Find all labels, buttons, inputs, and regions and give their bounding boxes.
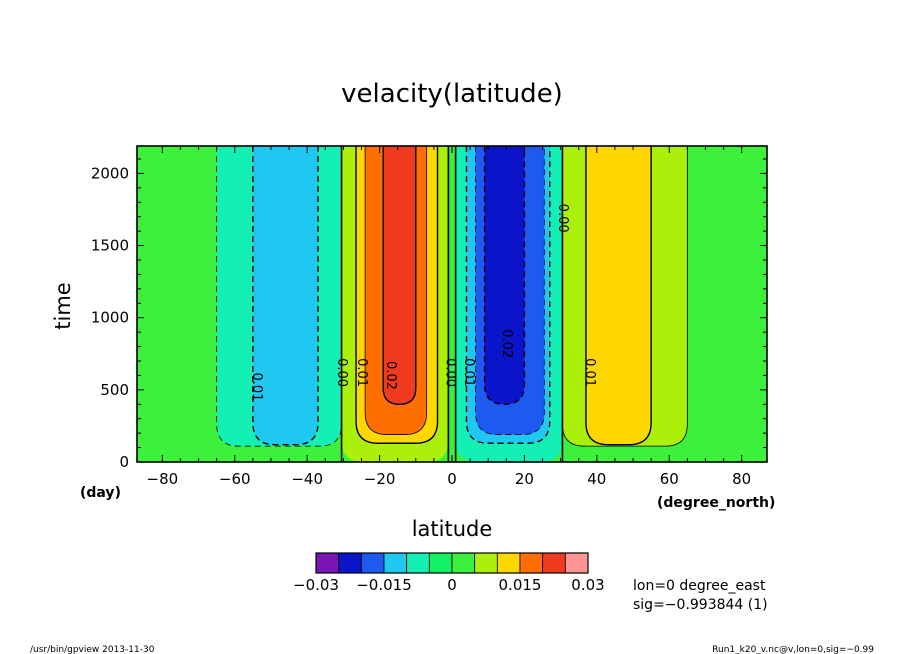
y-tick-label: 1000 (91, 309, 129, 327)
y-unit: (day) (80, 485, 121, 501)
y-tick-label: 0 (119, 453, 129, 471)
colorbar-tick-label: −0.015 (356, 576, 412, 594)
colorbar-swatch (338, 552, 362, 574)
colorbar-swatch (542, 552, 566, 574)
colorbar-swatch (564, 552, 589, 574)
x-tick-label: 80 (732, 470, 751, 488)
x-tick-label: 40 (587, 470, 606, 488)
contour-band (484, 146, 525, 405)
colorbar-swatch (428, 552, 453, 574)
colorbar-swatch (451, 552, 476, 574)
contour-line (355, 146, 439, 444)
y-axis: 0 500 1000 1500 2000 (91, 158, 767, 471)
contour-label: 0.00 (443, 358, 458, 387)
x-tick-label: −80 (147, 470, 179, 488)
x-axis-label: latitude (412, 517, 493, 541)
colorbar-swatch (496, 552, 521, 574)
x-tick-label: −40 (291, 470, 323, 488)
colorbar-tick-label: 0 (447, 576, 457, 594)
contour-band (252, 146, 319, 445)
contour-line (475, 146, 545, 435)
colorbar-tick-label: 0.03 (571, 576, 604, 594)
info-sig: sig=−0.993844 (1) (633, 597, 768, 613)
colorbar-frame (315, 552, 589, 574)
contour-band (383, 146, 416, 405)
x-tick-label: 60 (660, 470, 679, 488)
colorbar-swatch (474, 552, 498, 574)
colorbar-swatch (315, 552, 340, 574)
contour-label: 0.02 (383, 361, 398, 390)
contour-label: 0.01 (582, 358, 597, 387)
contour-label: 0.00 (334, 358, 349, 387)
contour-line (585, 146, 652, 446)
y-tick-label: 500 (100, 381, 129, 399)
contour-label: 0.01 (354, 358, 369, 387)
contour-line (465, 146, 551, 444)
y-axis-label: time (51, 282, 75, 329)
contour-line (216, 146, 342, 447)
colorbar-swatch (383, 552, 408, 574)
x-tick-label: −60 (219, 470, 251, 488)
contour-line (562, 146, 688, 447)
plot-area: 0.01 0.00 0.01 0.02 0.00 0.010.020.000.01 (136, 145, 768, 463)
contour-band (585, 146, 652, 445)
contour-label: 0.00 (555, 204, 570, 233)
contour-line (252, 146, 319, 446)
x-tick-label: 20 (515, 470, 534, 488)
x-axis: −80 −60 −40 −20 0 20 40 60 80 (147, 146, 751, 488)
colorbar-tick-label: −0.03 (293, 576, 339, 594)
chart-title: velacity(latitude) (341, 79, 563, 109)
colorbar-swatch (360, 552, 385, 574)
footer-right: Run1_k20_v.nc@v,lon=0,sig=−0.99 (712, 645, 874, 654)
colorbar-tick-label: 0.015 (499, 576, 542, 594)
colorbar: −0.03 −0.015 0 0.015 0.03 (293, 552, 605, 594)
y-tick-label: 1500 (91, 237, 129, 255)
contour-line (364, 146, 428, 435)
colorbar-swatch (519, 552, 544, 574)
footer-left: /usr/bin/gpview 2013-11-30 (30, 645, 155, 654)
x-tick-label: 0 (447, 470, 457, 488)
info-lon: lon=0 degree_east (633, 578, 766, 594)
contour-line (382, 146, 417, 405)
contour-label: 0.02 (499, 329, 514, 358)
colorbar-swatch (406, 552, 430, 574)
contour-line (483, 146, 526, 405)
y-tick-label: 2000 (91, 164, 129, 182)
contour-label: 0.01 (461, 358, 476, 387)
contour-label: 0.01 (249, 372, 264, 401)
x-unit: (degree_north) (657, 495, 775, 511)
x-tick-label: −20 (364, 470, 396, 488)
